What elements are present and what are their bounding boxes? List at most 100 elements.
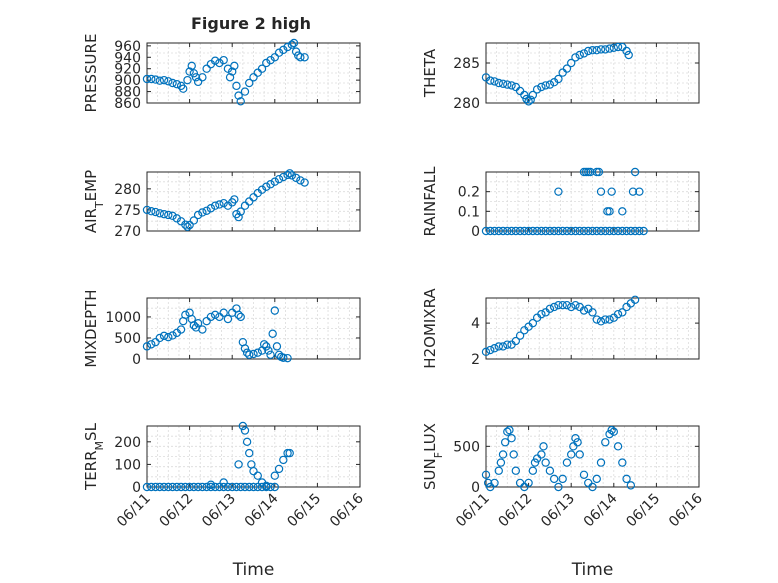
axes-box [146,425,361,488]
data-point [554,187,563,196]
data-point [142,482,152,492]
y-tick-label: 0 [132,480,141,496]
data-point [605,429,614,439]
data-point [187,61,196,71]
data-point [193,319,203,328]
data-point [219,482,228,492]
data-point [541,458,550,467]
data-point [541,226,550,236]
axes-box [146,297,361,360]
y-axis-label: H2OMIXRA [421,288,439,369]
data-point [579,49,589,58]
data-point [257,482,267,492]
y-tick-label: 275 [114,203,141,219]
data-point [584,478,593,488]
data-point [291,47,301,56]
data-point [253,482,262,492]
y-tick-label: 4 [471,316,480,332]
y-tick-label: 2 [471,352,480,368]
y-tick-label: 285 [453,56,480,72]
data-point [242,348,252,357]
data-point [622,226,631,236]
data-point [159,209,169,219]
data-point [249,466,258,476]
data-point [296,53,305,62]
data-point [630,226,640,236]
data-point [151,75,160,84]
data-point [558,226,567,236]
axes-box [485,42,700,104]
data-point [520,226,529,236]
y-axis-label: AIRTEMP [82,170,106,233]
data-point [270,177,279,186]
data-point [236,482,245,492]
data-point [268,329,277,338]
data-point [198,325,207,334]
data-point [596,226,606,236]
data-point [245,350,254,359]
data-point [558,474,567,484]
data-point [270,306,279,315]
data-point [596,45,606,54]
axes-theta: 280 285 THETA [421,42,700,112]
data-point [586,167,595,177]
y-axis-label: SUNFLUX [421,423,445,490]
data-point [505,425,514,435]
data-point [596,458,606,467]
data-point [164,332,173,342]
data-point [238,421,248,431]
data-point [605,226,614,236]
axes-box [146,171,361,232]
data-point [537,309,546,319]
data-point [613,226,623,236]
data-point [592,315,601,324]
data-point [289,38,299,48]
data-point [253,471,262,480]
data-point [262,58,271,68]
data-point [179,84,188,93]
data-point [151,207,160,217]
data-point [567,302,576,312]
data-point [554,74,563,84]
y-tick-label: 200 [114,435,141,451]
data-point [596,317,606,326]
data-point [558,300,567,310]
y-tick-label: 270 [114,224,141,240]
data-point [193,482,203,492]
data-point [168,331,177,340]
figure-title: Figure 2 high [191,14,311,33]
data-point [227,482,237,492]
data-point [537,450,546,459]
data-point [223,482,233,492]
data-point [206,312,216,322]
data-point [232,482,241,492]
data-point [181,220,190,229]
data-point [481,226,491,236]
data-point [234,91,243,100]
data-point [181,310,190,320]
data-point [193,210,203,220]
data-point [206,204,216,213]
data-point [168,211,177,221]
data-point [279,172,288,182]
data-point [601,438,610,447]
data-point [571,226,580,236]
data-point [507,226,516,236]
data-point [498,342,508,351]
data-point [249,349,258,359]
data-point [575,226,584,236]
y-axis-label: PRESSURE [82,34,100,113]
data-point [592,474,601,484]
y-tick-label: 960 [114,39,141,55]
axes-air_temp: 270 275 280 AIRTEMP [82,169,361,240]
x-tick-label: 06/14 [581,490,621,530]
data-point [494,78,503,88]
x-tick-label: 06/16 [327,490,367,530]
data-point [481,470,491,479]
data-point [594,167,604,177]
y-tick-label: 920 [114,62,141,78]
data-point [503,226,512,236]
data-point [588,308,597,317]
